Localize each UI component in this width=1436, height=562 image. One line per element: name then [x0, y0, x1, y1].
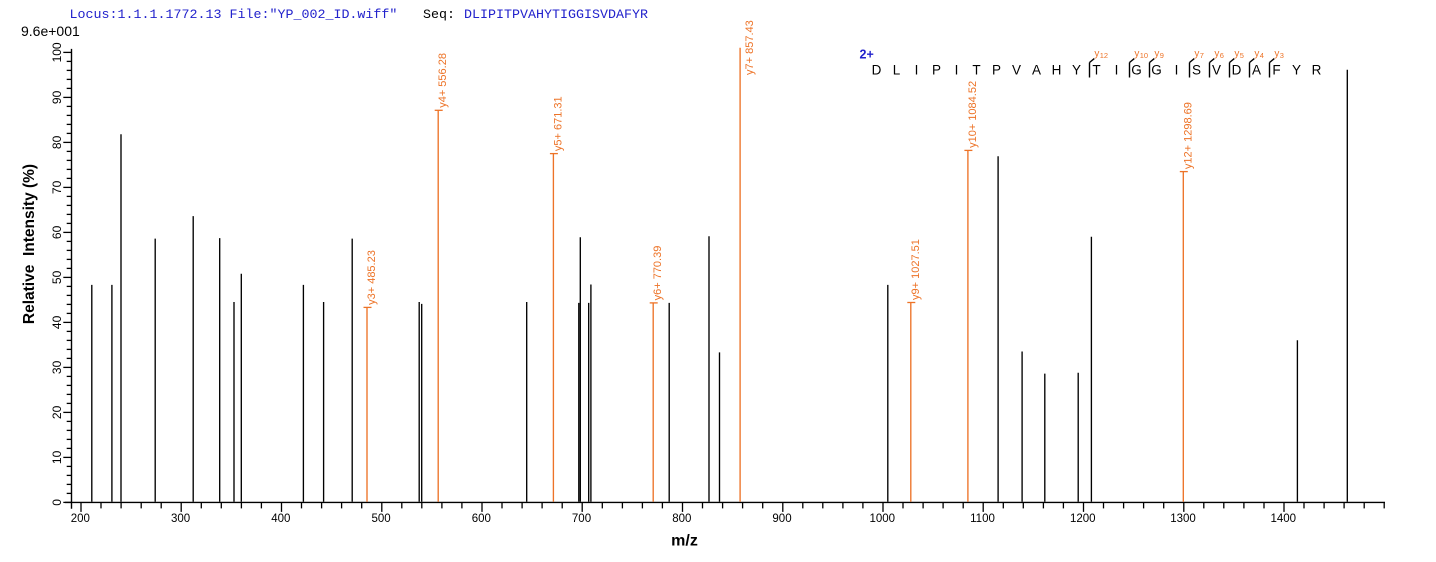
svg-text:Y: Y	[1072, 63, 1081, 78]
svg-text:9: 9	[1160, 51, 1164, 60]
svg-text:900: 900	[772, 513, 791, 525]
svg-text:10: 10	[50, 450, 64, 464]
svg-text:F: F	[1272, 63, 1280, 78]
svg-text:y: y	[1094, 49, 1099, 60]
svg-text:200: 200	[71, 513, 90, 525]
svg-text:G: G	[1131, 63, 1142, 78]
svg-text:5: 5	[1240, 51, 1244, 60]
svg-text:L: L	[893, 63, 901, 78]
svg-text:A: A	[1032, 63, 1041, 78]
svg-text:1300: 1300	[1170, 513, 1196, 525]
svg-text:y12+ 1298.69: y12+ 1298.69	[1182, 102, 1194, 169]
svg-text:800: 800	[672, 513, 691, 525]
svg-text:Y: Y	[1292, 63, 1301, 78]
svg-text:2+: 2+	[860, 47, 874, 61]
svg-text:1200: 1200	[1070, 513, 1096, 525]
svg-text:G: G	[1151, 63, 1162, 78]
svg-text:y: y	[1214, 49, 1219, 60]
svg-text:H: H	[1052, 63, 1062, 78]
svg-text:y: y	[1134, 49, 1139, 60]
svg-text:P: P	[932, 63, 941, 78]
svg-text:3: 3	[1280, 51, 1284, 60]
svg-text:A: A	[1252, 63, 1261, 78]
svg-text:12: 12	[1100, 51, 1108, 60]
svg-text:y: y	[1274, 49, 1279, 60]
svg-text:1400: 1400	[1271, 513, 1297, 525]
svg-text:20: 20	[50, 405, 64, 419]
svg-text:1100: 1100	[970, 513, 995, 525]
svg-text:60: 60	[50, 225, 64, 239]
svg-text:T: T	[1092, 63, 1100, 78]
svg-text:I: I	[915, 63, 919, 78]
svg-text:70: 70	[50, 180, 64, 194]
svg-text:y4+ 556.28: y4+ 556.28	[437, 53, 449, 108]
svg-text:y10+ 1084.52: y10+ 1084.52	[967, 81, 979, 148]
svg-text:0: 0	[50, 499, 64, 506]
svg-text:4: 4	[1260, 51, 1264, 60]
svg-text:y5+ 671.31: y5+ 671.31	[552, 96, 564, 151]
svg-text:y: y	[1234, 49, 1239, 60]
svg-text:1000: 1000	[870, 513, 896, 525]
svg-text:700: 700	[572, 513, 591, 525]
svg-text:30: 30	[50, 360, 64, 374]
svg-text:D: D	[872, 63, 882, 78]
svg-text:V: V	[1012, 63, 1021, 78]
svg-text:90: 90	[50, 90, 64, 104]
svg-text:T: T	[972, 63, 980, 78]
svg-text:D: D	[1232, 63, 1242, 78]
svg-text:y: y	[1194, 49, 1199, 60]
svg-text:S: S	[1192, 63, 1201, 78]
svg-text:500: 500	[372, 513, 391, 525]
svg-text:P: P	[992, 63, 1001, 78]
svg-text:7: 7	[1200, 51, 1204, 60]
svg-text:V: V	[1212, 63, 1221, 78]
svg-text:Relative Intensity (%): Relative Intensity (%)	[21, 164, 38, 324]
svg-text:400: 400	[271, 513, 290, 525]
svg-text:R: R	[1312, 63, 1322, 78]
svg-text:50: 50	[50, 270, 64, 284]
svg-text:100: 100	[50, 42, 64, 62]
svg-text:6: 6	[1220, 51, 1224, 60]
svg-text:y6+ 770.39: y6+ 770.39	[652, 246, 664, 301]
svg-text:10: 10	[1140, 51, 1148, 60]
svg-text:I: I	[1175, 63, 1179, 78]
svg-text:y: y	[1154, 49, 1159, 60]
svg-text:300: 300	[171, 513, 190, 525]
svg-text:y7+ 857.43: y7+ 857.43	[744, 20, 756, 75]
svg-text:y9+ 1027.51: y9+ 1027.51	[910, 239, 922, 300]
svg-text:80: 80	[50, 135, 64, 149]
svg-text:y3+ 485.23: y3+ 485.23	[366, 250, 378, 305]
svg-text:m/z: m/z	[671, 533, 698, 550]
svg-text:600: 600	[472, 513, 491, 525]
svg-text:I: I	[955, 63, 959, 78]
svg-text:40: 40	[50, 315, 64, 329]
svg-text:I: I	[1115, 63, 1119, 78]
svg-text:y: y	[1254, 49, 1259, 60]
